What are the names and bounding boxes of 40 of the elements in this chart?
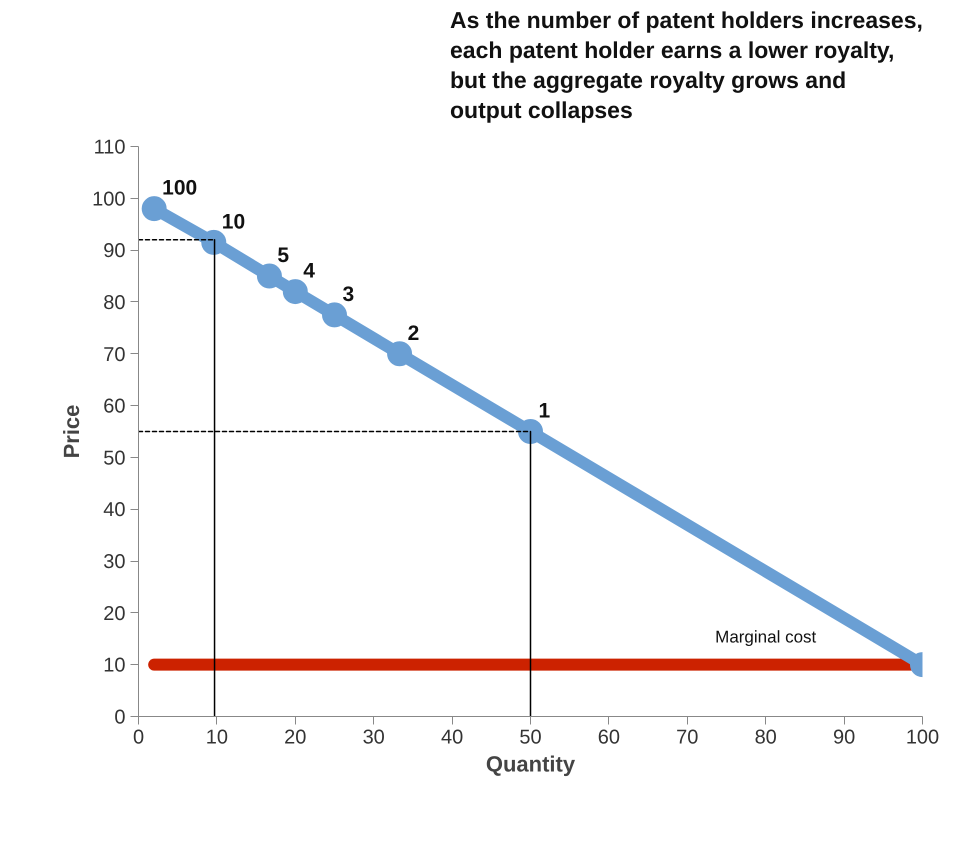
y-tick-label: 80 bbox=[103, 292, 126, 314]
annotation: 4 bbox=[303, 259, 316, 282]
x-axis-title: Quantity bbox=[486, 751, 576, 776]
x-tick-label: 100 bbox=[906, 726, 940, 748]
point bbox=[256, 263, 282, 288]
annotation: 2 bbox=[408, 321, 420, 344]
y-axis-title: Price bbox=[59, 404, 84, 458]
y-tick-label: 90 bbox=[103, 240, 126, 262]
y-tick-label: 70 bbox=[103, 343, 126, 366]
annotation: 3 bbox=[342, 282, 354, 306]
annotation: 5 bbox=[277, 244, 290, 267]
point bbox=[201, 229, 226, 254]
y-tick-label: 0 bbox=[114, 706, 126, 728]
annotation: Marginal cost bbox=[715, 627, 817, 646]
point bbox=[322, 302, 347, 327]
text: As the number of patent holders increases, each patent holder earns a lower royalty, but the aggregate royalty grows and output collapses bbox=[450, 6, 923, 125]
x-tick-label: 80 bbox=[754, 726, 777, 748]
x-tick-label: 30 bbox=[362, 726, 385, 748]
y-tick-label: 100 bbox=[92, 188, 126, 210]
y-tick-label: 10 bbox=[103, 654, 126, 676]
y-tick-label: 20 bbox=[103, 602, 126, 624]
x-tick-label: 60 bbox=[598, 726, 620, 748]
annotation: 1 bbox=[538, 399, 550, 422]
y-tick-label: 60 bbox=[103, 395, 126, 418]
x-tick-label: 40 bbox=[440, 726, 464, 748]
x-tick-label: 20 bbox=[284, 726, 306, 748]
annotation: 10 bbox=[222, 210, 246, 233]
x-tick-label: 0 bbox=[132, 726, 144, 748]
point bbox=[282, 278, 308, 304]
y-tick-label: 30 bbox=[103, 550, 126, 573]
y-tick-label: 50 bbox=[103, 446, 126, 469]
x-tick-label: 50 bbox=[519, 726, 542, 748]
point bbox=[142, 196, 167, 221]
y-tick-label: 110 bbox=[94, 136, 126, 158]
x-tick-label: 10 bbox=[206, 726, 228, 748]
annotation: 100 bbox=[162, 176, 198, 200]
x-tick-label: 90 bbox=[832, 726, 856, 748]
point bbox=[387, 340, 412, 366]
x-tick-label: 70 bbox=[676, 726, 698, 748]
y-tick-label: 40 bbox=[103, 498, 126, 521]
